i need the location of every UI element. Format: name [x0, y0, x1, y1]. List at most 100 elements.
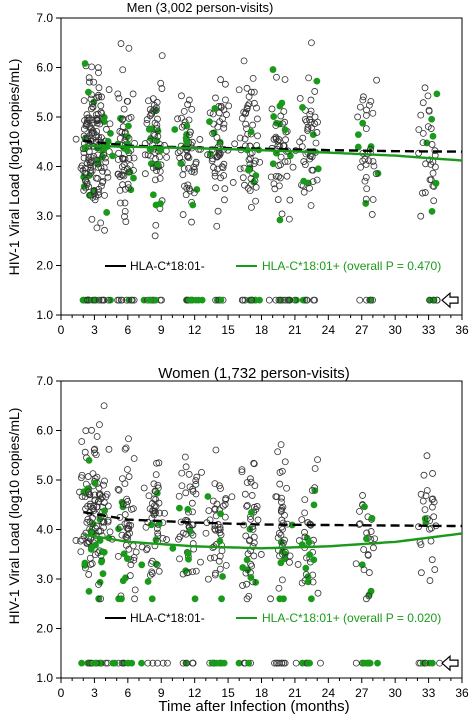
data-point-negative	[280, 108, 288, 115]
data-point-positive	[219, 573, 226, 580]
y-tick-label: 2.0	[36, 259, 53, 273]
data-point-negative	[82, 427, 90, 435]
data-point-negative	[100, 151, 107, 159]
undetectable-point	[217, 296, 225, 304]
data-point-negative	[272, 133, 280, 141]
data-point-negative	[85, 183, 93, 190]
data-point-negative	[118, 531, 126, 539]
data-point-negative	[286, 558, 293, 566]
data-point-negative	[192, 567, 200, 575]
data-point-negative	[177, 142, 185, 150]
data-point-negative	[279, 539, 287, 547]
data-point-negative	[277, 161, 284, 169]
data-point-negative	[207, 554, 214, 562]
data-point-negative	[120, 105, 128, 113]
data-point-negative	[114, 156, 122, 163]
data-point-negative	[372, 170, 380, 178]
data-point-negative	[151, 176, 159, 184]
data-point-negative	[83, 111, 91, 118]
data-point-negative	[429, 169, 437, 177]
data-point-negative	[277, 531, 285, 539]
data-point-negative	[104, 502, 112, 510]
data-point-negative	[145, 492, 153, 500]
data-point-negative	[81, 448, 89, 456]
undetectable-point	[271, 659, 278, 667]
data-point-negative	[188, 499, 196, 507]
data-point-negative	[180, 107, 188, 115]
x-tick-label: 36	[455, 323, 469, 337]
data-point-positive	[145, 126, 153, 133]
data-point-negative	[154, 481, 162, 489]
data-point-negative	[182, 463, 190, 471]
data-point-negative	[274, 142, 282, 150]
data-point-negative	[283, 484, 290, 492]
data-point-negative	[121, 520, 129, 528]
data-point-negative	[185, 154, 193, 162]
data-point-positive	[310, 556, 318, 564]
y-tick-label: 3.0	[36, 209, 53, 223]
data-point-negative	[276, 480, 284, 488]
data-point-negative	[80, 154, 88, 162]
data-point-positive	[103, 209, 111, 216]
data-point-negative	[184, 101, 191, 108]
data-point-negative	[301, 161, 309, 168]
data-point-negative	[421, 506, 429, 514]
data-point-negative	[428, 141, 436, 148]
data-point-positive	[100, 548, 108, 556]
data-point-positive	[85, 456, 93, 464]
data-point-positive	[147, 521, 155, 529]
data-point-negative	[281, 511, 288, 519]
undetectable-point	[107, 296, 114, 304]
data-point-negative	[244, 102, 252, 110]
data-point-negative	[243, 580, 250, 588]
x-tick-label: 3	[91, 323, 98, 337]
data-point-negative	[143, 544, 151, 552]
undetectable-point	[91, 659, 99, 667]
data-point-negative	[152, 488, 160, 495]
data-point-negative	[84, 515, 92, 523]
data-point-negative	[221, 196, 228, 204]
data-point-negative	[301, 496, 309, 504]
data-point-negative	[114, 552, 122, 560]
data-point-positive	[429, 132, 437, 140]
data-point-positive	[118, 595, 125, 603]
data-point-negative	[85, 156, 92, 164]
data-point-negative	[356, 103, 364, 111]
data-point-negative	[98, 93, 105, 101]
data-point-negative	[95, 528, 103, 535]
undetectable-point	[292, 659, 300, 667]
data-point-positive	[218, 595, 225, 603]
undetectable-point	[146, 296, 154, 304]
data-point-negative	[122, 444, 130, 452]
data-point-negative	[176, 555, 183, 563]
data-point-negative	[279, 519, 287, 527]
data-point-positive	[95, 595, 103, 603]
data-point-negative	[225, 102, 233, 110]
data-point-negative	[248, 203, 255, 211]
data-point-negative	[217, 485, 224, 492]
data-point-negative	[80, 97, 88, 105]
data-point-negative	[96, 421, 103, 429]
undetectable-point	[422, 659, 429, 667]
data-point-negative	[229, 179, 237, 186]
data-point-negative	[362, 125, 370, 133]
data-point-negative	[119, 115, 127, 123]
data-point-negative	[182, 530, 190, 538]
data-point-negative	[83, 179, 91, 187]
x-tick-label: 18	[255, 323, 269, 337]
data-point-positive	[359, 119, 367, 127]
data-point-negative	[115, 94, 123, 102]
data-point-negative	[306, 155, 314, 163]
y-tick-label: 4.0	[36, 523, 53, 537]
data-point-negative	[427, 537, 435, 545]
data-point-negative	[209, 497, 217, 505]
data-point-positive	[247, 574, 255, 581]
data-point-negative	[123, 501, 130, 509]
data-point-negative	[121, 207, 129, 215]
data-point-negative	[305, 74, 313, 82]
undetectable-point	[130, 296, 138, 304]
data-point-negative	[279, 120, 287, 128]
data-point-negative	[247, 478, 255, 486]
undetectable-point	[239, 296, 247, 304]
data-point-negative	[430, 197, 438, 205]
